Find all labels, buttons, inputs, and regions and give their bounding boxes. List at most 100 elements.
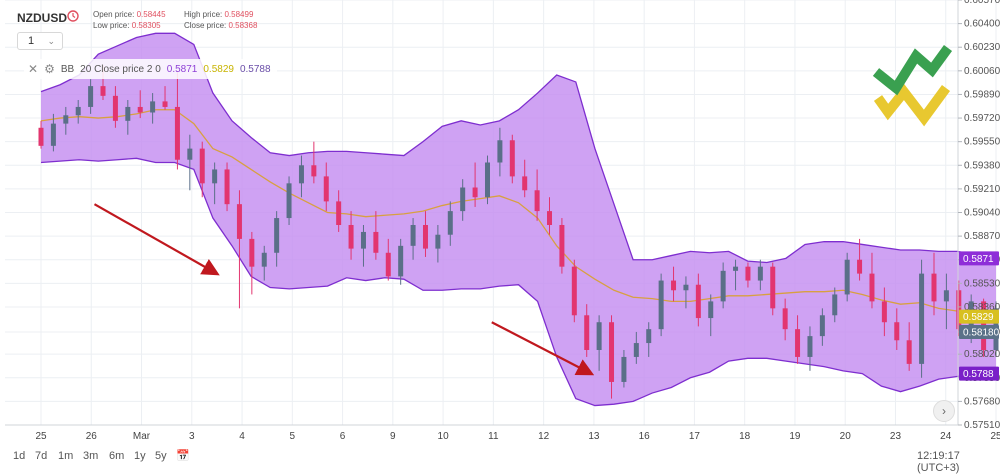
y-tick-label: 0.58530 <box>964 278 1000 289</box>
candle-body <box>162 101 168 107</box>
scroll-right-button[interactable]: › <box>933 400 955 422</box>
candle-body <box>447 211 453 235</box>
candle <box>398 238 404 285</box>
y-tick-label: 0.60060 <box>964 66 1000 77</box>
high-close-block: High price: 0.58499 Close price: 0.58368 <box>184 9 257 31</box>
y-tick-label: 0.59040 <box>964 208 1000 219</box>
indicator-lower: 0.5788 <box>239 63 271 75</box>
lower-price-tag: 0.5788 <box>959 366 999 381</box>
candle <box>460 179 466 221</box>
candle-body <box>348 225 354 249</box>
candle <box>683 276 689 309</box>
close-value: 0.58368 <box>228 21 258 30</box>
candle-body <box>857 259 863 274</box>
candle <box>596 315 602 371</box>
candle-body <box>174 106 180 160</box>
x-tick-label: 6 <box>340 431 346 442</box>
chevron-down-icon: ⌄ <box>47 36 55 46</box>
candle-body <box>261 252 267 267</box>
range-6m[interactable]: 6m <box>109 450 125 462</box>
candle <box>137 90 143 119</box>
clock-icon[interactable] <box>67 10 79 22</box>
candle-body <box>695 284 701 319</box>
candle <box>695 273 701 327</box>
candle <box>336 190 342 232</box>
candle-body <box>75 106 81 116</box>
candle <box>943 273 949 330</box>
candle <box>881 287 887 337</box>
indicator-params: 20 Close price 2 0 <box>80 63 161 75</box>
candle <box>385 238 391 281</box>
range-3m[interactable]: 3m <box>83 450 99 462</box>
candle-body <box>236 204 242 239</box>
candle-body <box>435 234 441 249</box>
x-tick-label: 10 <box>438 431 450 442</box>
range-5y[interactable]: 5y <box>155 450 167 462</box>
range-1m[interactable]: 1m <box>58 450 74 462</box>
candle-body <box>224 169 230 205</box>
x-tick-label: 17 <box>689 431 701 442</box>
y-tick-label: 0.60400 <box>964 19 1000 30</box>
y-tick-label: 0.59720 <box>964 113 1000 124</box>
interval-select[interactable]: 1 ⌄ <box>17 32 63 50</box>
price-tags: 0.5871 0.5829 0.58180 0.5788 <box>959 251 1000 381</box>
bollinger-bands <box>40 32 997 407</box>
candle <box>757 259 763 291</box>
close-icon[interactable]: ✕ <box>28 62 39 76</box>
x-tick-label: 25 <box>35 431 47 442</box>
indicator-legend[interactable]: ✕ ⚙ BB 20 Close price 2 0 0.5871 0.5829 … <box>24 59 277 79</box>
lower-price-tag-bg <box>959 366 999 381</box>
current-price-tag-bg <box>959 324 999 339</box>
gear-icon[interactable]: ⚙ <box>44 62 55 76</box>
lower-price-tag-text: 0.5788 <box>963 369 994 380</box>
x-tick-label: 20 <box>840 431 852 442</box>
x-tick-label: 26 <box>86 431 98 442</box>
clock-readout: 12:19:17 (UTC+3) <box>917 450 960 474</box>
band-fill <box>41 33 996 406</box>
range-1d[interactable]: 1d <box>13 450 26 462</box>
candle <box>348 211 354 260</box>
candle-body <box>559 225 565 267</box>
candle <box>88 79 94 114</box>
interval-value: 1 <box>28 35 35 47</box>
candle <box>38 120 44 149</box>
range-1y[interactable]: 1y <box>134 450 146 462</box>
chevron-right-icon: › <box>942 404 946 418</box>
candle <box>869 252 875 309</box>
y-tick-label: 0.58020 <box>964 349 1000 360</box>
candle-body <box>187 148 193 160</box>
candle-body <box>298 165 304 184</box>
candle <box>50 113 56 152</box>
candle <box>447 201 453 246</box>
indicator-upper: 0.5871 <box>166 63 198 75</box>
candle-body <box>757 266 763 281</box>
candle-body <box>869 273 875 302</box>
calendar-icon[interactable]: 📅 <box>176 450 190 462</box>
symbol-name[interactable]: NZDUSD <box>17 11 67 25</box>
candle <box>360 225 366 267</box>
candle-body <box>956 290 962 330</box>
candle <box>819 308 825 346</box>
upper-price-tag: 0.5871 <box>959 251 999 266</box>
candle-body <box>534 190 540 212</box>
x-tick-label: 11 <box>488 431 499 442</box>
candle-body <box>522 176 528 191</box>
candle <box>795 315 801 364</box>
candle <box>633 331 639 364</box>
candle-body <box>646 329 652 344</box>
candle-body <box>422 225 428 249</box>
y-tick-label: 0.58870 <box>964 231 1000 242</box>
candle-body <box>385 252 391 277</box>
candle-body <box>50 123 56 146</box>
candle <box>509 134 515 184</box>
open-low-block: Open price: 0.58445 Low price: 0.58305 <box>93 9 166 31</box>
candle-body <box>249 238 255 267</box>
candle <box>75 100 81 124</box>
candle <box>832 287 838 323</box>
middle-price-tag-text: 0.5829 <box>963 312 994 323</box>
range-7d[interactable]: 7d <box>35 450 48 462</box>
candle-body <box>497 140 503 163</box>
candle-body <box>38 127 44 146</box>
candle <box>63 106 69 135</box>
x-tick-label: 9 <box>390 431 396 442</box>
